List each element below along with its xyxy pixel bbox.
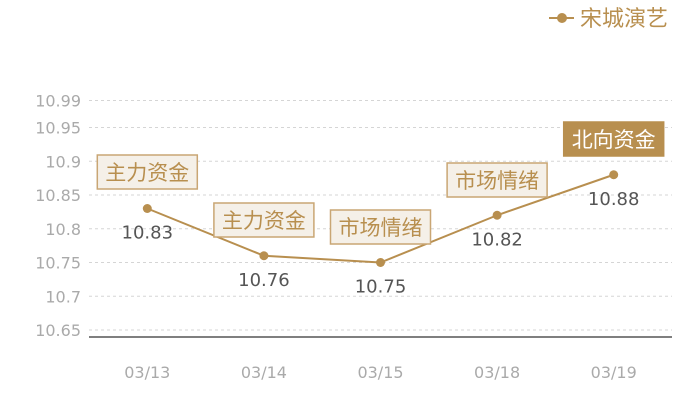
annotation-label: 主力资金 — [105, 161, 189, 185]
y-tick-label: 10.95 — [35, 119, 81, 138]
y-tick-label: 10.75 — [35, 254, 81, 273]
annotation-label: 主力资金 — [222, 209, 306, 233]
data-point[interactable] — [376, 258, 385, 267]
data-point[interactable] — [492, 210, 502, 220]
annotation-box — [446, 162, 548, 198]
data-label: 10.88 — [588, 189, 640, 210]
x-tick-label: 03/14 — [241, 363, 287, 382]
y-tick-label: 10.8 — [45, 220, 81, 239]
data-label: 10.75 — [355, 277, 407, 298]
annotation-box — [96, 154, 199, 190]
y-tick-label: 10.99 — [35, 92, 81, 111]
x-tick-label: 03/19 — [591, 363, 637, 382]
annotation-box — [213, 202, 315, 238]
data-label: 10.83 — [122, 223, 174, 244]
x-tick-label: 03/18 — [474, 363, 520, 382]
y-tick-label: 10.7 — [45, 287, 81, 306]
data-label: 10.76 — [238, 270, 290, 291]
data-point[interactable] — [259, 251, 269, 261]
annotation-label: 北向资金 — [572, 128, 656, 152]
annotation-box — [329, 209, 432, 245]
y-tick-label: 10.85 — [35, 186, 81, 205]
data-point[interactable] — [609, 170, 619, 180]
x-tick-label: 03/15 — [357, 363, 403, 382]
annotation-box — [562, 121, 665, 157]
annotation-label: 市场情绪 — [339, 216, 423, 240]
legend-label[interactable]: 宋城演艺 — [580, 7, 668, 32]
annotation-label: 市场情绪 — [455, 169, 539, 193]
x-tick-label: 03/13 — [124, 363, 170, 382]
y-tick-label: 10.65 — [35, 321, 81, 340]
data-label: 10.82 — [471, 229, 523, 250]
y-tick-label: 10.9 — [45, 152, 81, 171]
legend-marker — [557, 13, 567, 23]
data-point[interactable] — [142, 204, 152, 213]
